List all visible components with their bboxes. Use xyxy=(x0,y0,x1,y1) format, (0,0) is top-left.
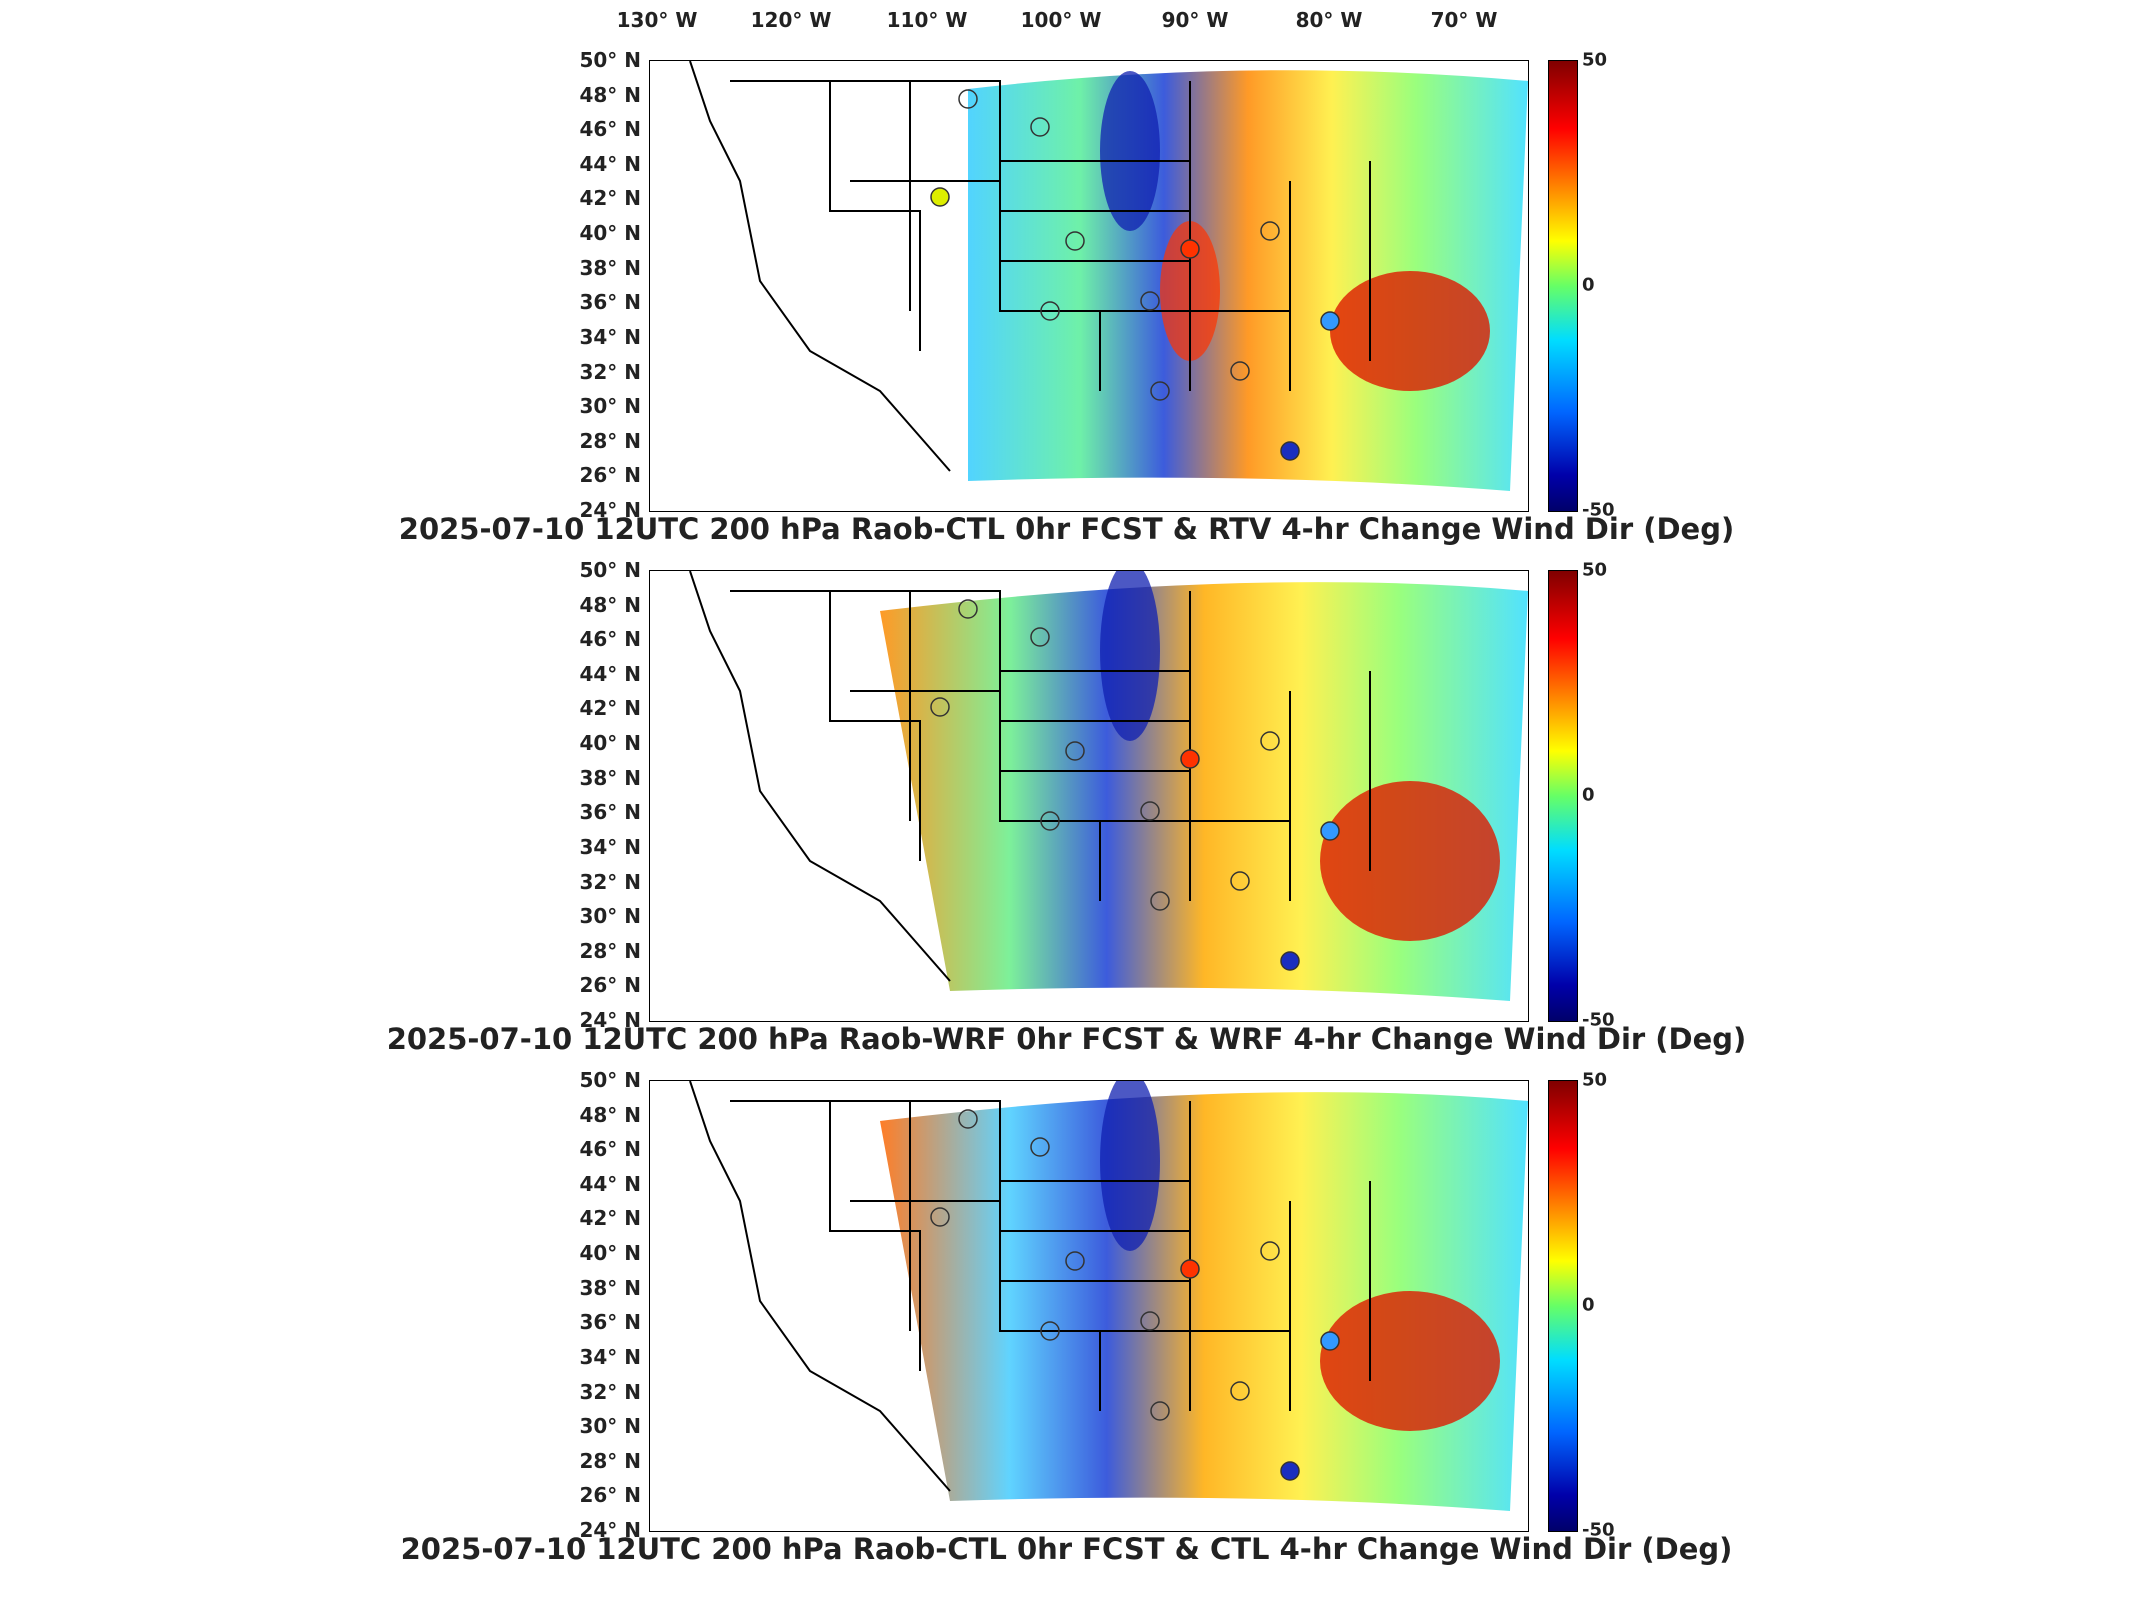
map-plot-area xyxy=(649,570,1529,1022)
colorbar-mid-label: 0 xyxy=(1582,274,1595,296)
raob-sites xyxy=(930,89,1340,461)
lat-label: 50° N xyxy=(579,558,641,582)
lat-label: 24° N xyxy=(579,1008,641,1032)
map-panel-rtv: 50 0 -50 2025-07-10 12UTC 200 hPa Raob-C… xyxy=(0,48,2133,560)
panel-title: 2025-07-10 12UTC 200 hPa Raob-CTL 0hr FC… xyxy=(398,512,1735,546)
raob-sites xyxy=(930,599,1340,971)
lat-label: 44° N xyxy=(579,1171,641,1196)
map-plot-area xyxy=(649,60,1529,512)
lat-label: 40° N xyxy=(579,221,641,246)
state-boundaries xyxy=(689,61,1371,472)
colorbar-mid-label: 0 xyxy=(1582,1294,1595,1316)
longitude-axis: 130° W 120° W 110° W 100° W 90° W 80° W … xyxy=(0,0,2133,50)
lat-label: 48° N xyxy=(579,592,641,617)
lon-label: 120° W xyxy=(750,8,832,32)
lat-label: 34° N xyxy=(579,834,641,859)
state-boundaries xyxy=(689,1081,1371,1492)
colorbar-max-label: 50 xyxy=(1582,49,1608,71)
lat-label: 46° N xyxy=(579,627,641,652)
lat-label: 42° N xyxy=(579,696,641,721)
lat-label: 44° N xyxy=(579,151,641,176)
map-panel-wrf: 50 0 -50 2025-07-10 12UTC 200 hPa Raob-W… xyxy=(0,558,2133,1070)
map-plot-area xyxy=(649,1080,1529,1532)
raob-sites xyxy=(930,1109,1340,1481)
lat-label: 30° N xyxy=(579,1414,641,1439)
lat-label: 46° N xyxy=(579,117,641,142)
lat-label: 24° N xyxy=(579,1518,641,1542)
lat-label: 34° N xyxy=(579,1344,641,1369)
lat-label: 28° N xyxy=(579,938,641,963)
lat-label: 26° N xyxy=(579,973,641,998)
lat-label: 32° N xyxy=(579,869,641,894)
lat-label: 38° N xyxy=(579,1275,641,1300)
lat-label: 36° N xyxy=(579,290,641,315)
lon-label: 100° W xyxy=(1020,8,1102,32)
lat-label: 28° N xyxy=(579,428,641,453)
lon-label: 70° W xyxy=(1430,8,1498,32)
lat-label: 36° N xyxy=(579,1310,641,1335)
lat-label: 24° N xyxy=(579,498,641,522)
lat-label: 50° N xyxy=(579,48,641,72)
lat-label: 44° N xyxy=(579,661,641,686)
lon-label: 110° W xyxy=(886,8,968,32)
colorbar-min-label: -50 xyxy=(1582,499,1615,521)
colorbar-max-label: 50 xyxy=(1582,1069,1608,1091)
colorbar-min-label: -50 xyxy=(1582,1519,1615,1541)
colorbar-mid-label: 0 xyxy=(1582,784,1595,806)
lat-label: 40° N xyxy=(579,1241,641,1266)
lat-label: 26° N xyxy=(579,1483,641,1508)
lat-label: 28° N xyxy=(579,1448,641,1473)
colorbar-min-label: -50 xyxy=(1582,1009,1615,1031)
lat-label: 42° N xyxy=(579,1206,641,1231)
colorbar xyxy=(1548,1080,1578,1532)
lat-label: 40° N xyxy=(579,731,641,756)
lat-label: 50° N xyxy=(579,1068,641,1092)
lat-label: 30° N xyxy=(579,394,641,419)
lat-label: 34° N xyxy=(579,324,641,349)
lat-label: 38° N xyxy=(579,255,641,280)
lat-label: 48° N xyxy=(579,82,641,107)
panel-title: 2025-07-10 12UTC 200 hPa Raob-CTL 0hr FC… xyxy=(400,1532,1733,1566)
colorbar-max-label: 50 xyxy=(1582,559,1608,581)
lat-label: 42° N xyxy=(579,186,641,211)
lat-label: 36° N xyxy=(579,800,641,825)
wind-direction-map xyxy=(689,1081,1528,1511)
lat-label: 46° N xyxy=(579,1137,641,1162)
lat-label: 38° N xyxy=(579,765,641,790)
wind-direction-map xyxy=(689,61,1528,492)
wind-direction-map xyxy=(689,571,1528,1001)
colorbar xyxy=(1548,570,1578,1022)
state-boundaries xyxy=(689,571,1371,982)
lon-label: 80° W xyxy=(1295,8,1363,32)
panel-title: 2025-07-10 12UTC 200 hPa Raob-WRF 0hr FC… xyxy=(386,1022,1747,1056)
lat-label: 32° N xyxy=(579,359,641,384)
colorbar xyxy=(1548,60,1578,512)
map-panel-ctl: 50 0 -50 2025-07-10 12UTC 200 hPa Raob-C… xyxy=(0,1068,2133,1580)
lon-label: 90° W xyxy=(1161,8,1229,32)
lat-label: 30° N xyxy=(579,904,641,929)
lat-label: 48° N xyxy=(579,1102,641,1127)
lat-label: 32° N xyxy=(579,1379,641,1404)
lon-label: 130° W xyxy=(616,8,698,32)
lat-label: 26° N xyxy=(579,463,641,488)
